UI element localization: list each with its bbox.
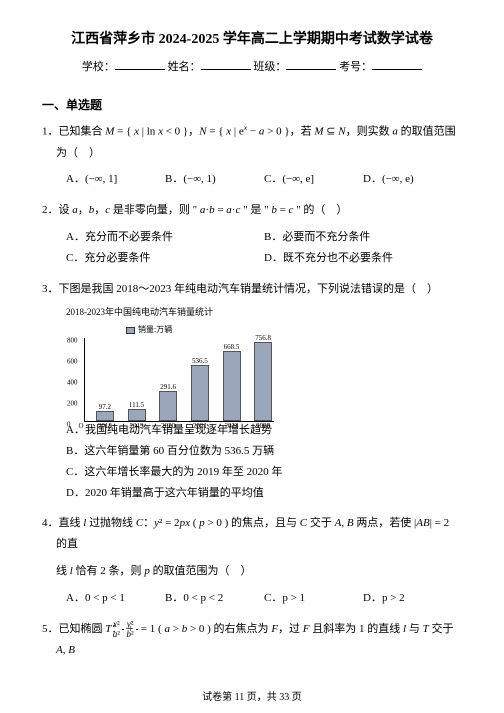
q3-chart: 2018-2023年中国纯电动汽车销量统计 销量:万辆 020040060080… — [42, 304, 462, 414]
page-footer: 试卷第 11 页，共 33 页 — [0, 688, 504, 703]
q2-choice-b: B．必要而不充分条件 — [264, 227, 462, 248]
q3-chart-legend: 销量:万辆 — [66, 322, 276, 337]
bar-value-label: 291.6 — [160, 381, 176, 394]
q4-choice-a: A．0 < p < 1 — [66, 588, 165, 609]
meta-id-label: 考号： — [339, 61, 372, 73]
q4-choice-b: B．0 < p < 2 — [165, 588, 264, 609]
meta-school-blank — [115, 69, 165, 70]
q3-chart-title: 2018-2023年中国纯电动汽车销量统计 — [66, 304, 276, 321]
origin-label: O — [78, 420, 83, 433]
meta-id-blank — [372, 69, 422, 70]
q3-choice-c: C．这六年增长率最大的为 2019 年至 2020 年 — [42, 462, 462, 483]
ytick: 600 — [67, 356, 78, 369]
q1-choice-a: A．(−∞, 1] — [66, 169, 165, 190]
ytick: 200 — [67, 398, 78, 411]
q2-choices: A．充分而不必要条件 B．必要而不充分条件 C．充分必要条件 D．既不充分也不必… — [42, 227, 462, 269]
q4-choice-d: D．p > 2 — [363, 588, 462, 609]
q3-stem: 3．下图是我国 2018～2023 年纯电动汽车销量统计情况，下列说法错误的是（… — [42, 279, 462, 300]
xtick: 2020 — [161, 420, 175, 433]
meta-name-label: 姓名： — [168, 61, 201, 73]
xtick: 2018 — [98, 420, 112, 433]
q3-plot: 0200400600800O97.22018111.52019291.62020… — [84, 338, 274, 422]
bar-value-label: 536.5 — [192, 355, 208, 368]
q3-choice-b: B．这六年销量第 60 百分位数为 536.5 万辆 — [42, 441, 462, 462]
meta-class-label: 班级： — [253, 61, 286, 73]
xtick: 2019 — [130, 420, 144, 433]
q5-stem: 5．已知椭圆 T：x²a² + y²b² = 1 ( a > b > 0 ) 的… — [42, 619, 462, 661]
q4-stem-a: 4．直线 l 过抛物线 C：y² = 2px ( p > 0 ) 的焦点，且与 … — [42, 513, 462, 555]
q1-stem: 1．已知集合 M = { x | ln x < 0 }，N = { x | ex… — [42, 121, 462, 163]
xtick: 2023 — [256, 420, 270, 433]
bar-value-label: 756.8 — [255, 332, 271, 345]
bar: 756.8 — [254, 342, 272, 421]
meta-school-label: 学校： — [82, 61, 115, 73]
q4-choice-c: C．p > 1 — [264, 588, 363, 609]
q2-choice-a: A．充分而不必要条件 — [66, 227, 264, 248]
bar: 291.6 — [159, 391, 177, 422]
question-5: 5．已知椭圆 T：x²a² + y²b² = 1 ( a > b > 0 ) 的… — [42, 619, 462, 661]
ytick: 0 — [67, 419, 71, 432]
meta-row: 学校： 姓名： 班级： 考号： — [42, 58, 462, 74]
q3-legend-text: 销量:万辆 — [138, 325, 172, 334]
bar: 536.5 — [191, 365, 209, 421]
q2-choice-c: C．充分必要条件 — [66, 248, 264, 269]
q1-choice-d: D．(−∞, e) — [363, 169, 462, 190]
q2-stem: 2．设 a，b，c 是非零向量，则 " a·b = a·c " 是 " b = … — [42, 200, 462, 221]
q4-choices: A．0 < p < 1 B．0 < p < 2 C．p > 1 D．p > 2 — [42, 588, 462, 609]
q1-choice-c: C．(−∞, e] — [264, 169, 363, 190]
q1-choice-b: B．(−∞, 1) — [165, 169, 264, 190]
xtick: 2021 — [193, 420, 207, 433]
q3-choice-d: D．2020 年销量高于这六年销量的平均值 — [42, 483, 462, 504]
legend-box-icon — [126, 327, 135, 334]
xtick: 2022 — [225, 420, 239, 433]
question-4: 4．直线 l 过抛物线 C：y² = 2px ( p > 0 ) 的焦点，且与 … — [42, 513, 462, 609]
section-1-head: 一、单选题 — [42, 96, 462, 113]
ytick: 800 — [67, 335, 78, 348]
bar-value-label: 111.5 — [129, 399, 144, 412]
meta-name-blank — [201, 69, 251, 70]
ytick: 400 — [67, 377, 78, 390]
bar-value-label: 97.2 — [99, 401, 111, 414]
exam-title: 江西省萍乡市 2024-2025 学年高二上学期期中考试数学试卷 — [42, 28, 462, 48]
q2-choice-d: D．既不充分也不必要条件 — [264, 248, 462, 269]
q1-choices: A．(−∞, 1] B．(−∞, 1) C．(−∞, e] D．(−∞, e) — [42, 169, 462, 190]
meta-class-blank — [286, 69, 336, 70]
question-1: 1．已知集合 M = { x | ln x < 0 }，N = { x | ex… — [42, 121, 462, 190]
bar-value-label: 668.5 — [224, 341, 240, 354]
q4-stem-b: 线 l 恰有 2 条，则 p 的取值范围为（ ） — [42, 561, 462, 582]
question-2: 2．设 a，b，c 是非零向量，则 " a·b = a·c " 是 " b = … — [42, 200, 462, 269]
bar: 668.5 — [223, 351, 241, 421]
question-3: 3．下图是我国 2018～2023 年纯电动汽车销量统计情况，下列说法错误的是（… — [42, 279, 462, 503]
